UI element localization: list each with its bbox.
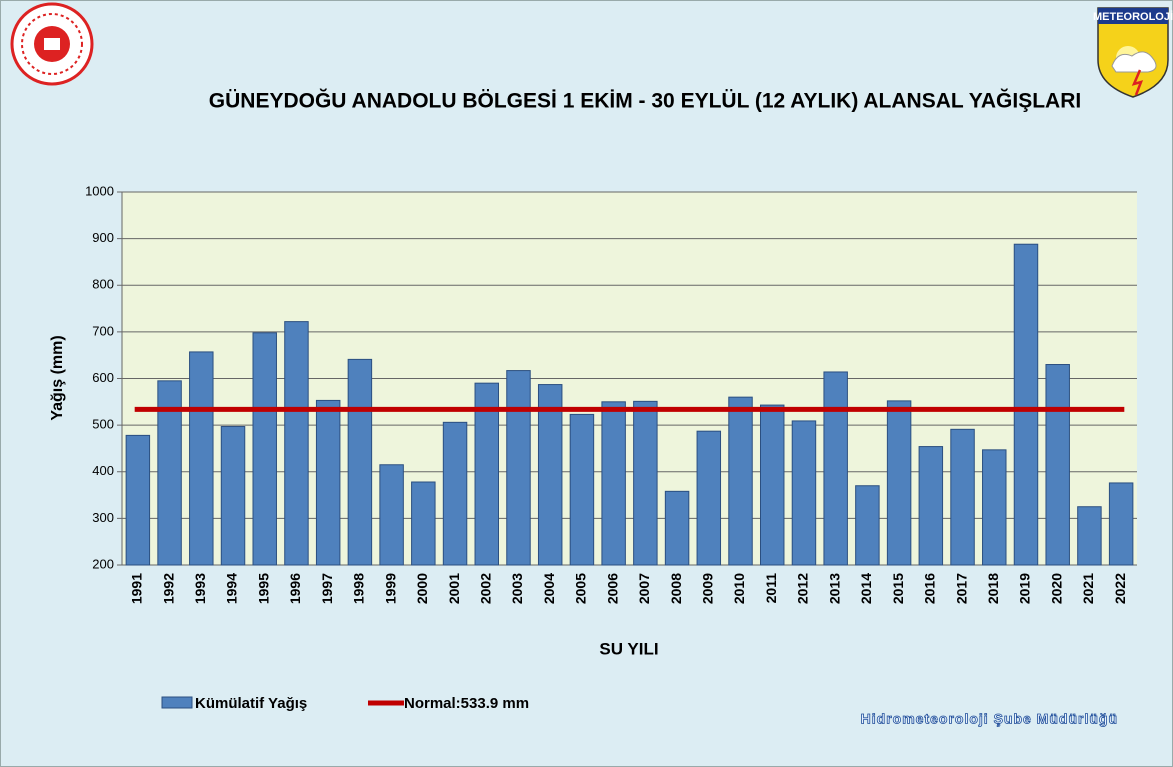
bar <box>285 322 308 565</box>
bar <box>126 435 149 565</box>
bar <box>1109 483 1132 565</box>
x-tick-label: 1994 <box>224 573 240 604</box>
x-tick-label: 2013 <box>826 573 842 604</box>
x-tick-label: 1999 <box>382 573 398 604</box>
bar <box>443 422 466 565</box>
bar <box>253 333 276 565</box>
logo-left <box>12 4 92 84</box>
x-axis-label: SU YILI <box>599 639 658 658</box>
y-tick-label: 600 <box>92 370 114 385</box>
x-tick-label: 2021 <box>1080 573 1096 604</box>
x-tick-label: 2008 <box>668 573 684 604</box>
x-tick-label: 2005 <box>573 573 589 604</box>
x-tick-label: 2003 <box>509 573 525 604</box>
x-tick-label: 2009 <box>700 573 716 604</box>
y-tick-label: 700 <box>92 323 114 338</box>
bar <box>792 421 815 565</box>
y-tick-label: 400 <box>92 463 114 478</box>
bar <box>760 405 783 565</box>
x-tick-label: 2000 <box>414 573 430 604</box>
x-tick-label: 2010 <box>731 573 747 604</box>
x-tick-label: 2018 <box>985 573 1001 604</box>
bar <box>602 402 625 565</box>
bar <box>507 371 530 565</box>
y-tick-label: 300 <box>92 510 114 525</box>
bar <box>824 372 847 565</box>
x-tick-label: 2016 <box>922 573 938 604</box>
x-tick-label: 2015 <box>890 573 906 604</box>
bar <box>887 401 910 565</box>
x-tick-label: 2006 <box>604 573 620 604</box>
bar <box>1046 365 1069 565</box>
x-tick-label: 2017 <box>953 573 969 604</box>
bar <box>348 359 371 565</box>
x-tick-label: 2019 <box>1017 573 1033 604</box>
chart: METEOROLOJİ GÜNEYDOĞU ANADOLU BÖLGESİ 1 … <box>0 0 1173 767</box>
y-tick-label: 800 <box>92 277 114 292</box>
bar <box>665 491 688 565</box>
bar <box>729 397 752 565</box>
bar <box>316 400 339 565</box>
x-tick-label: 2020 <box>1048 573 1064 604</box>
y-tick-label: 900 <box>92 230 114 245</box>
bar <box>380 465 403 565</box>
x-tick-label: 2022 <box>1112 573 1128 604</box>
x-tick-label: 1998 <box>351 573 367 604</box>
x-tick-label: 1992 <box>160 573 176 604</box>
chart-title: GÜNEYDOĞU ANADOLU BÖLGESİ 1 EKİM - 30 EY… <box>209 89 1081 113</box>
footer: Hidrometeoroloji Şube Müdürlüğü <box>861 711 1118 727</box>
bar <box>919 447 942 565</box>
x-tick-label: 2011 <box>763 573 779 604</box>
bar <box>856 486 879 565</box>
x-tick-label: 1997 <box>319 573 335 604</box>
y-tick-label: 500 <box>92 417 114 432</box>
x-tick-label: 2004 <box>541 573 557 604</box>
x-tick-label: 1993 <box>192 573 208 604</box>
y-tick-label: 1000 <box>85 183 114 198</box>
badge-text: METEOROLOJİ <box>1093 10 1173 23</box>
x-tick-label: 1991 <box>129 573 145 604</box>
bar <box>951 429 974 565</box>
bar <box>221 427 244 565</box>
legend-swatch <box>162 697 192 708</box>
x-tick-label: 2001 <box>446 573 462 604</box>
bar <box>412 482 435 565</box>
y-axis-label: Yağış (mm) <box>49 335 66 420</box>
x-tick-label: 2002 <box>477 573 493 604</box>
x-tick-label: 1996 <box>287 573 303 604</box>
x-tick-label: 1995 <box>255 573 271 604</box>
bar <box>697 431 720 565</box>
bar <box>190 352 213 565</box>
bar <box>1014 244 1037 565</box>
bar <box>570 414 593 565</box>
bar <box>1078 507 1101 565</box>
y-tick-label: 200 <box>92 556 114 571</box>
bar <box>634 401 657 565</box>
x-tick-label: 2007 <box>636 573 652 604</box>
x-tick-label: 2014 <box>858 573 874 604</box>
legend-label: Kümülatif Yağış <box>195 695 307 712</box>
legend-label: Normal:533.9 mm <box>404 695 529 712</box>
x-tick-label: 2012 <box>795 573 811 604</box>
bar <box>983 450 1006 565</box>
